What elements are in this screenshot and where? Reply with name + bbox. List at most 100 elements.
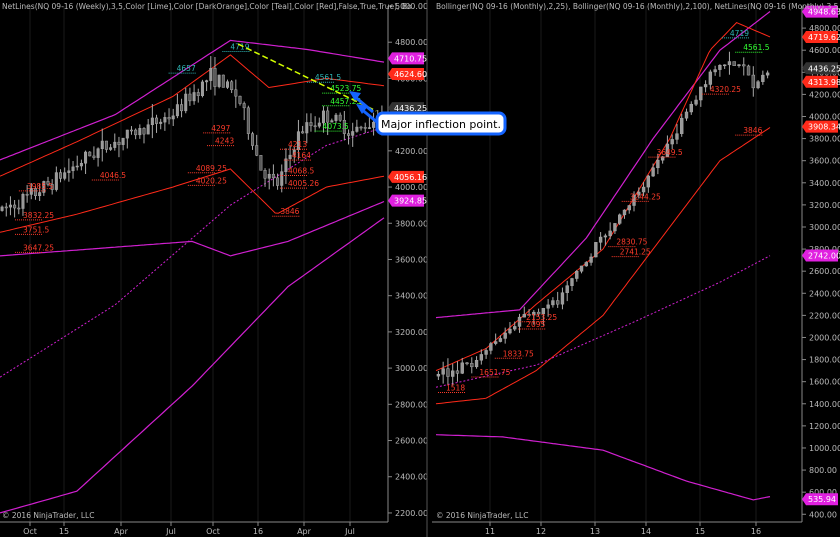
candle-body <box>355 126 359 132</box>
price-badge <box>802 30 838 43</box>
candle-body <box>321 110 325 124</box>
candle-body <box>637 191 641 196</box>
candle-body <box>656 159 660 169</box>
right-price-badges: 4948.63 4719.62 4436.25 4313.98 3908.34 2742.… <box>802 5 840 506</box>
price-badge-label: 4624.60 <box>394 70 427 79</box>
candle-body <box>284 158 288 172</box>
level-label: 4561.5 <box>743 43 769 52</box>
level-label: 4164 <box>292 151 311 160</box>
candle-body <box>54 172 58 190</box>
y-tick-label: 3600.00 <box>809 157 840 166</box>
price-badge <box>388 67 424 80</box>
candle-body <box>213 68 217 87</box>
price-badge <box>802 249 838 262</box>
candle-body <box>367 127 371 129</box>
candle-body <box>205 80 209 83</box>
price-badge <box>802 75 838 88</box>
candle-body <box>675 133 679 140</box>
candle-body <box>732 61 736 66</box>
level-label: 3244.25 <box>630 192 661 201</box>
candle-body <box>651 167 655 177</box>
candle-body <box>159 121 163 124</box>
price-badge-label: 535.94 <box>808 495 836 504</box>
candle-body <box>330 120 334 123</box>
level-label: 4320.25 <box>710 85 741 94</box>
candle-body <box>104 140 108 150</box>
candle-body <box>703 84 708 88</box>
y-tick-label: 4800.00 <box>809 24 840 33</box>
price-badge-label: 2742.00 <box>808 251 840 260</box>
price-badge-label: 3924.85 <box>394 197 427 206</box>
candle-body <box>276 177 280 186</box>
candle-body <box>305 122 309 134</box>
candle-body <box>627 205 631 211</box>
price-badge-label: 4436.25 <box>394 104 427 113</box>
y-tick-label: 2200.00 <box>395 509 428 518</box>
candle-body <box>33 188 37 196</box>
candle-body <box>618 214 622 224</box>
level-label: 2153.25 <box>526 313 557 322</box>
candle-body <box>67 170 71 173</box>
candle-body <box>4 206 8 209</box>
candle-body <box>230 81 234 91</box>
level-label: 3649.5 <box>656 148 682 157</box>
candle-body <box>63 172 67 179</box>
candle-body <box>125 129 129 139</box>
candle-body <box>742 64 746 67</box>
y-tick-label: 400.00 <box>809 510 837 519</box>
level-label: 4457.25 <box>330 97 361 106</box>
level-label: 2830.75 <box>616 238 647 247</box>
level-label: 4068.5 <box>288 166 314 175</box>
callout-text: Major inflection point. <box>381 118 501 131</box>
x-tick-label: 12 <box>536 527 546 536</box>
candle-body <box>579 265 584 272</box>
candle-body <box>555 300 560 305</box>
candle-body <box>765 72 770 76</box>
candle-body <box>551 300 555 306</box>
candle-body <box>513 326 517 330</box>
band-line-2 <box>435 127 771 405</box>
level-label: 4073.5 <box>323 122 349 131</box>
price-badge-label: 4948.63 <box>808 8 840 17</box>
candle-body <box>129 129 133 132</box>
band-line-0 <box>435 11 771 319</box>
candle-body <box>460 362 464 374</box>
band-line-0 <box>0 39 385 161</box>
candle-body <box>326 110 330 123</box>
level-label: 4213 <box>288 140 307 149</box>
candle-body <box>42 181 46 193</box>
candle-body <box>142 128 146 135</box>
candle-body <box>238 95 242 104</box>
level-label: 3846 <box>743 126 762 135</box>
candle-body <box>200 81 204 96</box>
candle-body <box>196 92 200 96</box>
x-tick-label: 15 <box>59 527 69 536</box>
candle-body <box>508 328 512 334</box>
y-tick-label: 2400.00 <box>395 473 428 482</box>
candle-body <box>622 209 627 216</box>
left-candles <box>0 56 384 218</box>
y-tick-label: 1000.00 <box>809 444 840 453</box>
candle-body <box>536 311 541 315</box>
candle-body <box>29 188 33 195</box>
level-label: 3846 <box>280 207 299 216</box>
candle-body <box>532 311 536 316</box>
candle-body <box>527 314 531 316</box>
candle-body <box>632 194 636 206</box>
level-label: 1651.75 <box>479 368 510 377</box>
band-line-3 <box>0 200 385 257</box>
left-copyright: © 2016 NinjaTrader, LLC <box>2 511 94 520</box>
y-tick-label: 1800.00 <box>809 356 840 365</box>
candle-body <box>271 173 275 179</box>
level-label: 2741.25 <box>620 248 651 257</box>
y-tick-label: 1200.00 <box>809 422 840 431</box>
candle-body <box>79 162 83 167</box>
price-badge-label: 4313.98 <box>808 78 840 87</box>
candle-body <box>503 332 507 339</box>
candle-body <box>209 68 213 81</box>
candle-body <box>180 104 184 112</box>
y-tick-label: 4000.00 <box>809 112 840 121</box>
y-tick-label: 3000.00 <box>395 364 428 373</box>
candle-body <box>309 122 313 127</box>
